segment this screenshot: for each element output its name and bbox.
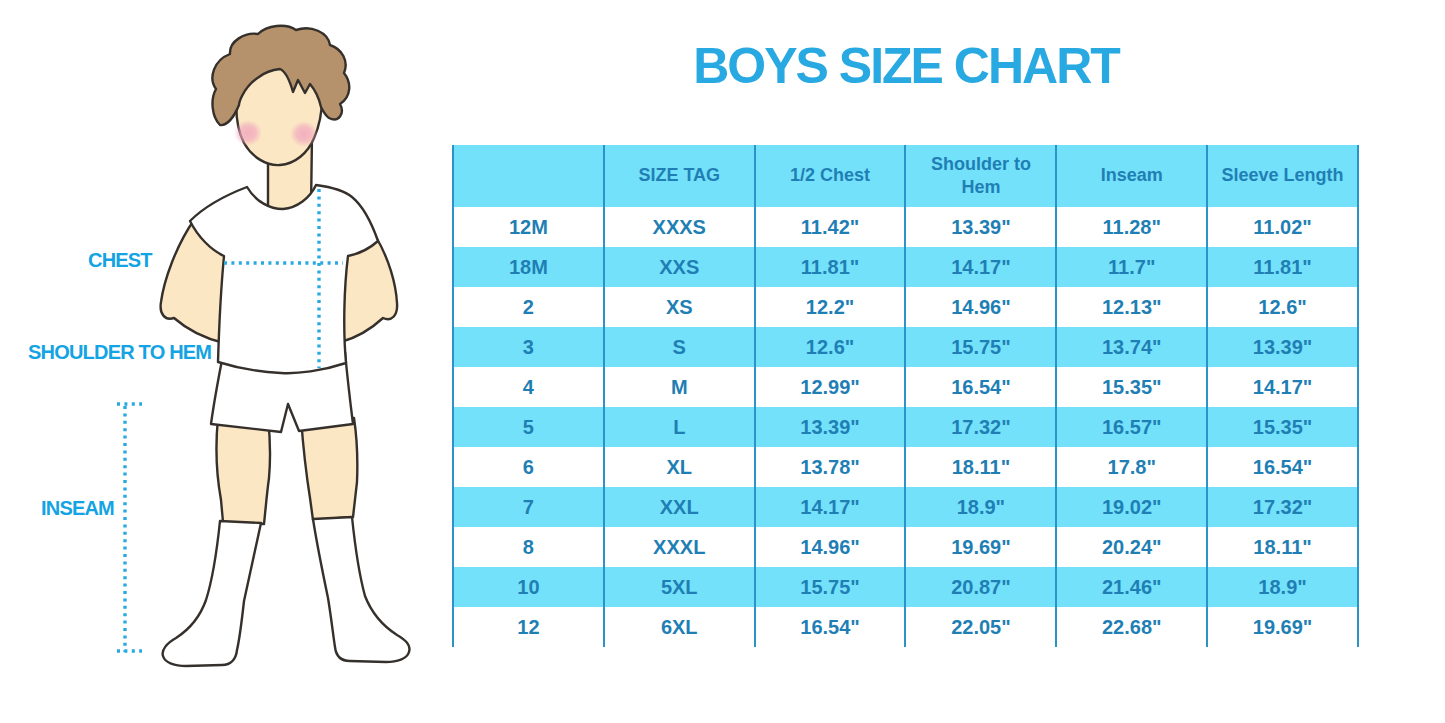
table-cell: 15.35" <box>1057 367 1208 407</box>
table-row: 4M12.99"16.54"15.35"14.17" <box>452 367 1359 407</box>
table-cell: 14.17" <box>756 487 907 527</box>
size-table: SIZE TAG1/2 ChestShoulder to HemInseamSl… <box>452 145 1359 647</box>
table-cell: XXS <box>605 247 756 287</box>
table-cell: 11.81" <box>1208 247 1359 287</box>
column-header <box>454 145 605 207</box>
table-row: 126XL16.54"22.05"22.68"19.69" <box>452 607 1359 647</box>
table-cell: 12.6" <box>756 327 907 367</box>
table-cell: 6 <box>454 447 605 487</box>
boy-right-blush <box>290 121 318 147</box>
table-cell: 12 <box>454 607 605 647</box>
table-cell: 15.35" <box>1208 407 1359 447</box>
chest-label: CHEST <box>88 250 152 270</box>
table-cell: 14.17" <box>1208 367 1359 407</box>
table-cell: XL <box>605 447 756 487</box>
boy-left-leg <box>217 418 271 524</box>
table-cell: 17.8" <box>1057 447 1208 487</box>
boys-size-chart-page: CHEST SHOULDER TO HEM INSEAM BOYS SIZE C… <box>0 0 1445 723</box>
table-cell: 5 <box>454 407 605 447</box>
table-cell: 7 <box>454 487 605 527</box>
boy-left-sock <box>163 521 261 666</box>
table-row: 18MXXS11.81"14.17"11.7"11.81" <box>452 247 1359 287</box>
shoulder-to-hem-label: SHOULDER TO HEM <box>28 342 211 362</box>
table-cell: 22.05" <box>906 607 1057 647</box>
table-cell: 11.42" <box>756 207 907 247</box>
table-cell: 13.39" <box>906 207 1057 247</box>
table-row: 8XXXL14.96"19.69"20.24"18.11" <box>452 527 1359 567</box>
boy-right-leg <box>301 418 357 520</box>
table-cell: 14.96" <box>756 527 907 567</box>
table-cell: 3 <box>454 327 605 367</box>
size-table-body: 12MXXXS11.42"13.39"11.28"11.02"18MXXS11.… <box>452 207 1359 647</box>
table-cell: 16.54" <box>906 367 1057 407</box>
table-row: 7XXL14.17"18.9"19.02"17.32" <box>452 487 1359 527</box>
table-cell: 8 <box>454 527 605 567</box>
table-cell: L <box>605 407 756 447</box>
column-header: Inseam <box>1057 145 1208 207</box>
table-cell: 18.9" <box>906 487 1057 527</box>
table-cell: M <box>605 367 756 407</box>
table-cell: 12.6" <box>1208 287 1359 327</box>
table-cell: 13.39" <box>1208 327 1359 367</box>
table-cell: 10 <box>454 567 605 607</box>
table-cell: S <box>605 327 756 367</box>
column-header: SIZE TAG <box>605 145 756 207</box>
table-cell: 18.11" <box>1208 527 1359 567</box>
table-cell: 20.24" <box>1057 527 1208 567</box>
table-cell: 13.39" <box>756 407 907 447</box>
table-row: 105XL15.75"20.87"21.46"18.9" <box>452 567 1359 607</box>
table-cell: 18.9" <box>1208 567 1359 607</box>
table-cell: 15.75" <box>906 327 1057 367</box>
column-header: 1/2 Chest <box>756 145 907 207</box>
table-cell: 12.99" <box>756 367 907 407</box>
table-cell: 6XL <box>605 607 756 647</box>
table-cell: 11.28" <box>1057 207 1208 247</box>
table-cell: 18.11" <box>906 447 1057 487</box>
inseam-label: INSEAM <box>41 498 114 518</box>
table-cell: 13.78" <box>756 447 907 487</box>
table-cell: 11.81" <box>756 247 907 287</box>
column-header: Sleeve Length <box>1208 145 1359 207</box>
table-cell: 12M <box>454 207 605 247</box>
table-cell: 16.57" <box>1057 407 1208 447</box>
table-cell: 19.69" <box>906 527 1057 567</box>
table-cell: 12.13" <box>1057 287 1208 327</box>
table-row: 12MXXXS11.42"13.39"11.28"11.02" <box>452 207 1359 247</box>
table-cell: XXXS <box>605 207 756 247</box>
table-cell: 11.7" <box>1057 247 1208 287</box>
table-header-row: SIZE TAG1/2 ChestShoulder to HemInseamSl… <box>452 145 1359 207</box>
table-cell: 14.17" <box>906 247 1057 287</box>
table-cell: XXXL <box>605 527 756 567</box>
table-cell: 18M <box>454 247 605 287</box>
table-cell: 16.54" <box>756 607 907 647</box>
page-title: BOYS SIZE CHART <box>452 41 1360 91</box>
table-cell: 4 <box>454 367 605 407</box>
table-cell: 19.69" <box>1208 607 1359 647</box>
boy-right-sock <box>313 517 409 662</box>
table-cell: 14.96" <box>906 287 1057 327</box>
table-cell: 17.32" <box>1208 487 1359 527</box>
table-cell: XS <box>605 287 756 327</box>
table-cell: 2 <box>454 287 605 327</box>
table-cell: 11.02" <box>1208 207 1359 247</box>
table-cell: XXL <box>605 487 756 527</box>
table-cell: 12.2" <box>756 287 907 327</box>
table-cell: 19.02" <box>1057 487 1208 527</box>
boy-left-blush <box>234 120 262 146</box>
table-cell: 22.68" <box>1057 607 1208 647</box>
table-cell: 20.87" <box>906 567 1057 607</box>
table-cell: 16.54" <box>1208 447 1359 487</box>
table-cell: 15.75" <box>756 567 907 607</box>
table-cell: 5XL <box>605 567 756 607</box>
table-row: 3S12.6"15.75"13.74"13.39" <box>452 327 1359 367</box>
table-row: 6XL13.78"18.11"17.8"16.54" <box>452 447 1359 487</box>
table-cell: 21.46" <box>1057 567 1208 607</box>
column-header: Shoulder to Hem <box>906 145 1057 207</box>
table-cell: 17.32" <box>906 407 1057 447</box>
table-row: 2XS12.2"14.96"12.13"12.6" <box>452 287 1359 327</box>
table-row: 5L13.39"17.32"16.57"15.35" <box>452 407 1359 447</box>
table-cell: 13.74" <box>1057 327 1208 367</box>
